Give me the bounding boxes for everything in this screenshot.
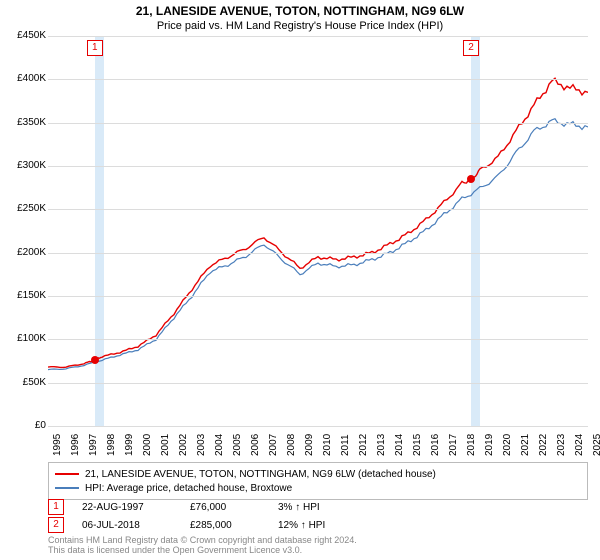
event-marker-icon: 1 <box>87 40 103 56</box>
x-axis-label: 2020 <box>502 434 513 456</box>
event-marker-icon: 2 <box>48 517 64 533</box>
x-axis-label: 2004 <box>214 434 225 456</box>
legend-row: HPI: Average price, detached house, Brox… <box>55 481 581 495</box>
event-price: £285,000 <box>190 520 260 531</box>
x-axis-label: 1997 <box>88 434 99 456</box>
y-axis-label: £150K <box>2 290 46 301</box>
y-axis-label: £50K <box>2 377 46 388</box>
series-line <box>48 119 588 370</box>
x-axis-label: 2008 <box>286 434 297 456</box>
x-axis-label: 2007 <box>268 434 279 456</box>
chart-plot-area: 12 <box>48 36 588 426</box>
event-pct: 12% ↑ HPI <box>278 520 358 531</box>
legend-swatch <box>55 487 79 489</box>
x-axis-label: 2015 <box>412 434 423 456</box>
x-axis-label: 2000 <box>142 434 153 456</box>
x-axis-label: 2005 <box>232 434 243 456</box>
events-table: 1 22-AUG-1997 £76,000 3% ↑ HPI 2 06-JUL-… <box>48 498 588 534</box>
event-marker-icon: 2 <box>463 40 479 56</box>
chart-container: 21, LANESIDE AVENUE, TOTON, NOTTINGHAM, … <box>0 0 600 560</box>
x-axis-label: 2022 <box>538 434 549 456</box>
event-pct: 3% ↑ HPI <box>278 502 358 513</box>
series-line <box>48 78 588 367</box>
legend-label: HPI: Average price, detached house, Brox… <box>85 483 292 494</box>
x-axis-label: 2002 <box>178 434 189 456</box>
footer-line2: This data is licensed under the Open Gov… <box>48 546 588 556</box>
event-dot-icon <box>467 175 475 183</box>
y-axis-label: £400K <box>2 73 46 84</box>
x-axis-label: 2025 <box>592 434 600 456</box>
y-axis-label: £0 <box>2 420 46 431</box>
y-axis-label: £200K <box>2 247 46 258</box>
x-axis-label: 2010 <box>322 434 333 456</box>
legend-box: 21, LANESIDE AVENUE, TOTON, NOTTINGHAM, … <box>48 462 588 500</box>
x-axis-label: 2001 <box>160 434 171 456</box>
x-axis-label: 2017 <box>448 434 459 456</box>
y-axis-label: £300K <box>2 160 46 171</box>
x-axis-label: 2012 <box>358 434 369 456</box>
x-axis-label: 1996 <box>70 434 81 456</box>
x-axis-label: 2014 <box>394 434 405 456</box>
x-axis-label: 2009 <box>304 434 315 456</box>
y-axis-label: £100K <box>2 333 46 344</box>
legend-swatch <box>55 473 79 475</box>
x-axis-label: 1999 <box>124 434 135 456</box>
y-axis-label: £350K <box>2 117 46 128</box>
x-axis-label: 2003 <box>196 434 207 456</box>
y-axis-label: £450K <box>2 30 46 41</box>
event-date: 06-JUL-2018 <box>82 520 172 531</box>
x-axis-label: 2011 <box>340 434 351 456</box>
event-row: 2 06-JUL-2018 £285,000 12% ↑ HPI <box>48 516 588 534</box>
chart-title-line1: 21, LANESIDE AVENUE, TOTON, NOTTINGHAM, … <box>0 0 600 18</box>
legend-label: 21, LANESIDE AVENUE, TOTON, NOTTINGHAM, … <box>85 469 436 480</box>
legend-row: 21, LANESIDE AVENUE, TOTON, NOTTINGHAM, … <box>55 467 581 481</box>
x-axis-label: 2006 <box>250 434 261 456</box>
event-marker-icon: 1 <box>48 499 64 515</box>
event-dot-icon <box>91 356 99 364</box>
event-row: 1 22-AUG-1997 £76,000 3% ↑ HPI <box>48 498 588 516</box>
x-axis-label: 2013 <box>376 434 387 456</box>
y-axis-label: £250K <box>2 203 46 214</box>
x-axis-label: 2016 <box>430 434 441 456</box>
x-axis-label: 2024 <box>574 434 585 456</box>
footer-note: Contains HM Land Registry data © Crown c… <box>48 536 588 556</box>
x-axis-label: 2021 <box>520 434 531 456</box>
x-axis-label: 2023 <box>556 434 567 456</box>
event-price: £76,000 <box>190 502 260 513</box>
x-axis-label: 1998 <box>106 434 117 456</box>
chart-title-line2: Price paid vs. HM Land Registry's House … <box>0 18 600 32</box>
x-axis-label: 1995 <box>52 434 63 456</box>
chart-lines-svg <box>48 36 588 426</box>
x-axis-label: 2019 <box>484 434 495 456</box>
event-date: 22-AUG-1997 <box>82 502 172 513</box>
x-axis-label: 2018 <box>466 434 477 456</box>
